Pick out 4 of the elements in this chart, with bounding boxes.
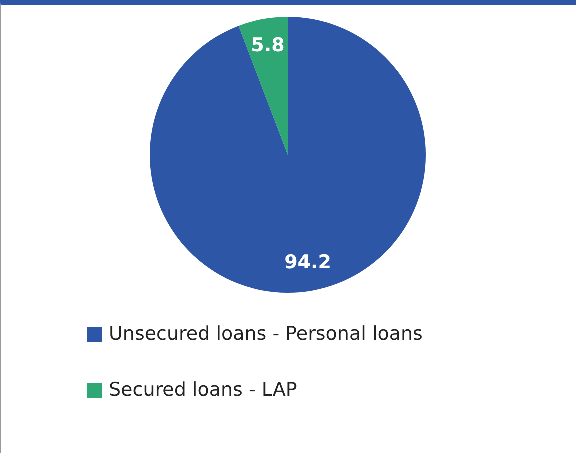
legend-label: Secured loans - LAP	[109, 379, 298, 401]
data-label: 94.2	[284, 252, 332, 274]
legend-label: Unsecured loans - Personal loans	[109, 323, 423, 345]
data-label: 5.8	[251, 34, 285, 56]
